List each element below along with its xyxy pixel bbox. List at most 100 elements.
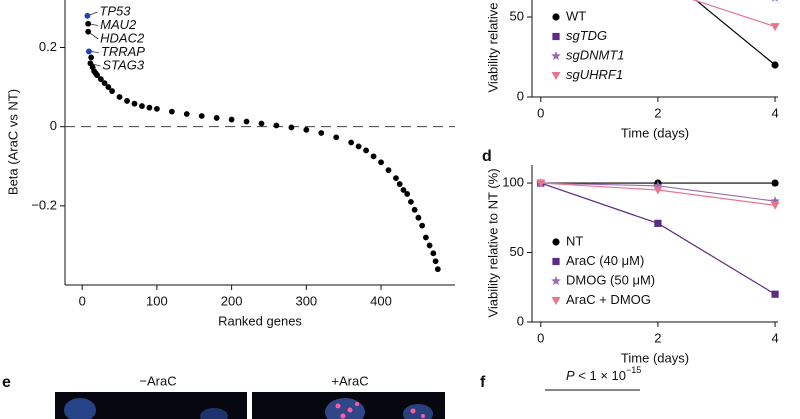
point	[243, 118, 250, 125]
point	[124, 98, 130, 104]
point	[430, 250, 437, 257]
legend-marker	[551, 297, 561, 305]
micrograph	[252, 392, 445, 419]
point	[198, 113, 205, 119]
gene-label: HDAC2	[100, 30, 145, 45]
point	[146, 104, 153, 111]
legend-marker	[551, 276, 561, 285]
p-symbol: P	[566, 368, 575, 383]
image-label: +AraC	[331, 373, 368, 388]
point	[426, 242, 433, 249]
p-value: P < 1 × 10−15	[566, 365, 641, 383]
marker	[653, 186, 663, 195]
highlighted-point	[86, 48, 92, 55]
point	[273, 122, 280, 129]
marker	[536, 179, 546, 188]
point	[183, 111, 190, 117]
point	[228, 116, 235, 123]
y-tick-label: 50	[510, 244, 524, 259]
gene-label: TP53	[99, 3, 131, 18]
point	[168, 108, 175, 115]
x-tick-label: 0	[79, 293, 86, 308]
legend-label: AraC + DMOG	[566, 292, 651, 307]
point	[378, 159, 384, 166]
point	[411, 206, 418, 213]
x-tick-label: 0	[537, 330, 544, 345]
p-text: < 1 × 10	[575, 368, 626, 383]
point	[432, 258, 439, 265]
legend-label: AraC (40 μM)	[566, 253, 644, 268]
point	[333, 134, 340, 141]
point	[355, 143, 362, 150]
legend-label: DMOG (50 μM)	[566, 272, 655, 287]
point	[419, 222, 426, 229]
y-tick-label: 50	[510, 8, 524, 23]
marker	[771, 179, 779, 187]
marker	[771, 61, 779, 69]
legend-label: sgDNMT1	[566, 47, 625, 62]
image-label: −AraC	[139, 373, 176, 388]
x-axis-label: Ranked genes	[218, 313, 302, 328]
legend-label: sgUHRF1	[566, 67, 623, 82]
panel-label: d	[482, 148, 492, 165]
legend-marker	[551, 72, 561, 80]
x-axis-label: Time (days)	[621, 125, 689, 140]
micrograph	[55, 392, 247, 419]
marker	[771, 290, 779, 298]
highlighted-point	[87, 60, 94, 67]
legend-marker	[552, 32, 560, 41]
point	[318, 130, 325, 136]
point	[131, 100, 138, 107]
y-axis-label: Beta (AraC vs NT)	[5, 89, 20, 195]
point	[396, 181, 403, 187]
point	[303, 126, 310, 133]
marker	[770, 201, 780, 210]
point	[434, 266, 441, 273]
marker	[654, 219, 662, 227]
point	[404, 191, 411, 197]
point	[213, 115, 220, 121]
legend-marker	[551, 51, 561, 60]
point	[116, 94, 123, 100]
legend-marker	[552, 13, 560, 21]
series-line	[691, 0, 776, 28]
y-tick-label: 0	[517, 88, 524, 103]
series-line	[694, 0, 776, 66]
point	[105, 84, 112, 90]
panel-label: f	[480, 374, 486, 391]
legend-marker	[552, 257, 560, 266]
point	[258, 120, 265, 127]
point	[139, 103, 145, 109]
y-tick-label: −0.2	[31, 197, 57, 212]
point	[288, 124, 295, 131]
y-tick-label: 0.2	[39, 39, 57, 54]
p-exponent: −15	[626, 365, 641, 375]
y-tick-label: 0	[517, 313, 524, 328]
point	[393, 175, 399, 182]
gene-label: TRRAP	[101, 44, 145, 59]
point	[400, 187, 407, 193]
legend-label: sgTDG	[566, 28, 607, 43]
y-tick-label: 100	[502, 174, 524, 189]
gene-label: STAG3	[102, 57, 144, 72]
point	[153, 105, 160, 112]
x-tick-label: 100	[146, 293, 168, 308]
point	[422, 234, 429, 241]
legend-label: WT	[566, 8, 586, 23]
highlighted-point	[85, 28, 92, 35]
point	[97, 76, 104, 83]
x-tick-label: 4	[771, 105, 778, 120]
marker	[770, 23, 780, 32]
point	[415, 214, 422, 221]
point	[363, 147, 369, 154]
x-tick-label: 4	[771, 330, 778, 345]
point	[348, 139, 355, 146]
point	[94, 72, 101, 79]
panel-label: e	[2, 374, 11, 391]
point	[101, 80, 108, 87]
x-tick-label: 400	[370, 293, 392, 308]
highlighted-point	[84, 12, 91, 19]
point	[88, 54, 95, 61]
x-tick-label: 300	[295, 293, 317, 308]
